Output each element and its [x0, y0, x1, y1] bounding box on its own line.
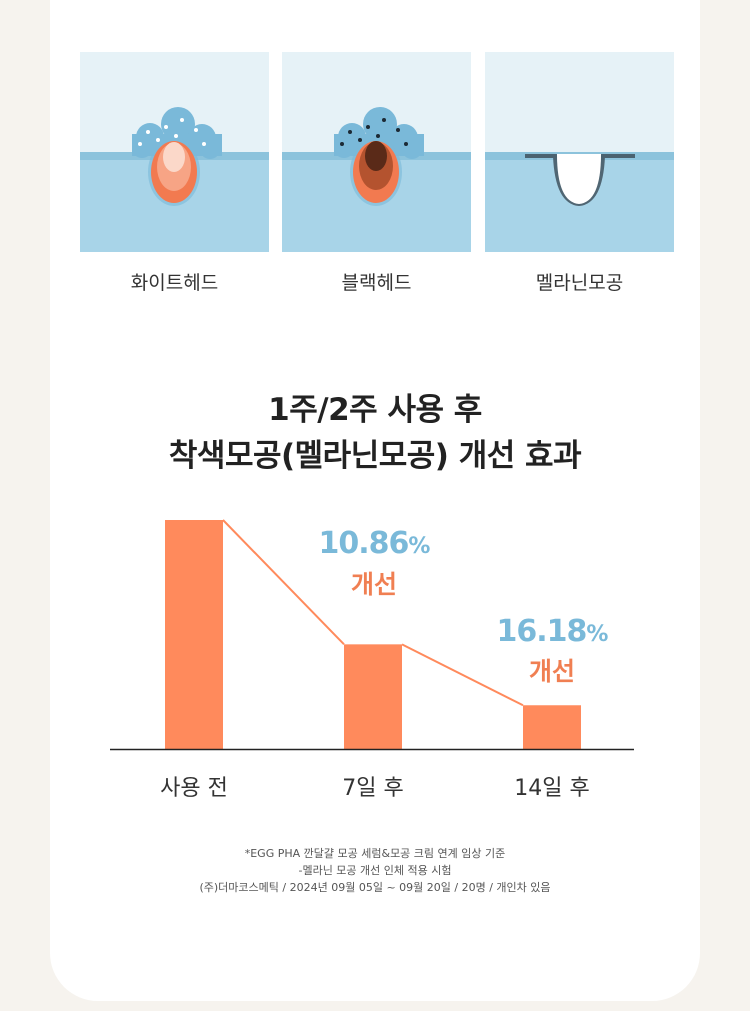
melanin-pore-illustration [485, 52, 674, 252]
improvement-percent: 10.86% [318, 526, 431, 561]
illustration-caption: 멜라닌모공 [535, 272, 624, 294]
bar [523, 705, 581, 749]
trend-line [401, 643, 524, 707]
x-tick-label: 14일 후 [514, 776, 590, 801]
blackhead-pore-icon [282, 52, 471, 252]
footnote: *EGG PHA 깐달걀 모공 세럼&모공 크림 연계 임상 기준 [244, 847, 506, 860]
whitehead-pore-icon [80, 52, 269, 252]
illustration-caption: 화이트헤드 [130, 272, 219, 294]
footnote: (주)더마코스메틱 / 2024년 09월 05일 ~ 09월 20일 / 20… [199, 881, 551, 894]
x-tick-label: 사용 전 [160, 776, 228, 801]
footnote: -멜라닌 모공 개선 인체 적용 시험 [298, 864, 452, 877]
bar [344, 644, 402, 749]
whitehead-illustration [80, 52, 269, 252]
bar [165, 520, 223, 749]
chart-title-line2: 착색모공(멜라닌모공) 개선 효과 [168, 438, 582, 474]
trend-line [222, 519, 345, 646]
blackhead-illustration [282, 52, 471, 252]
x-tick-label: 7일 후 [342, 776, 404, 801]
improvement-percent: 16.18% [496, 614, 609, 649]
illustration-caption: 블랙헤드 [341, 272, 412, 294]
melanin-pore-icon [485, 52, 674, 252]
improvement-label: 개선 [528, 657, 575, 686]
improvement-label: 개선 [350, 570, 397, 599]
chart-title-line1: 1주/2주 사용 후 [268, 392, 482, 428]
